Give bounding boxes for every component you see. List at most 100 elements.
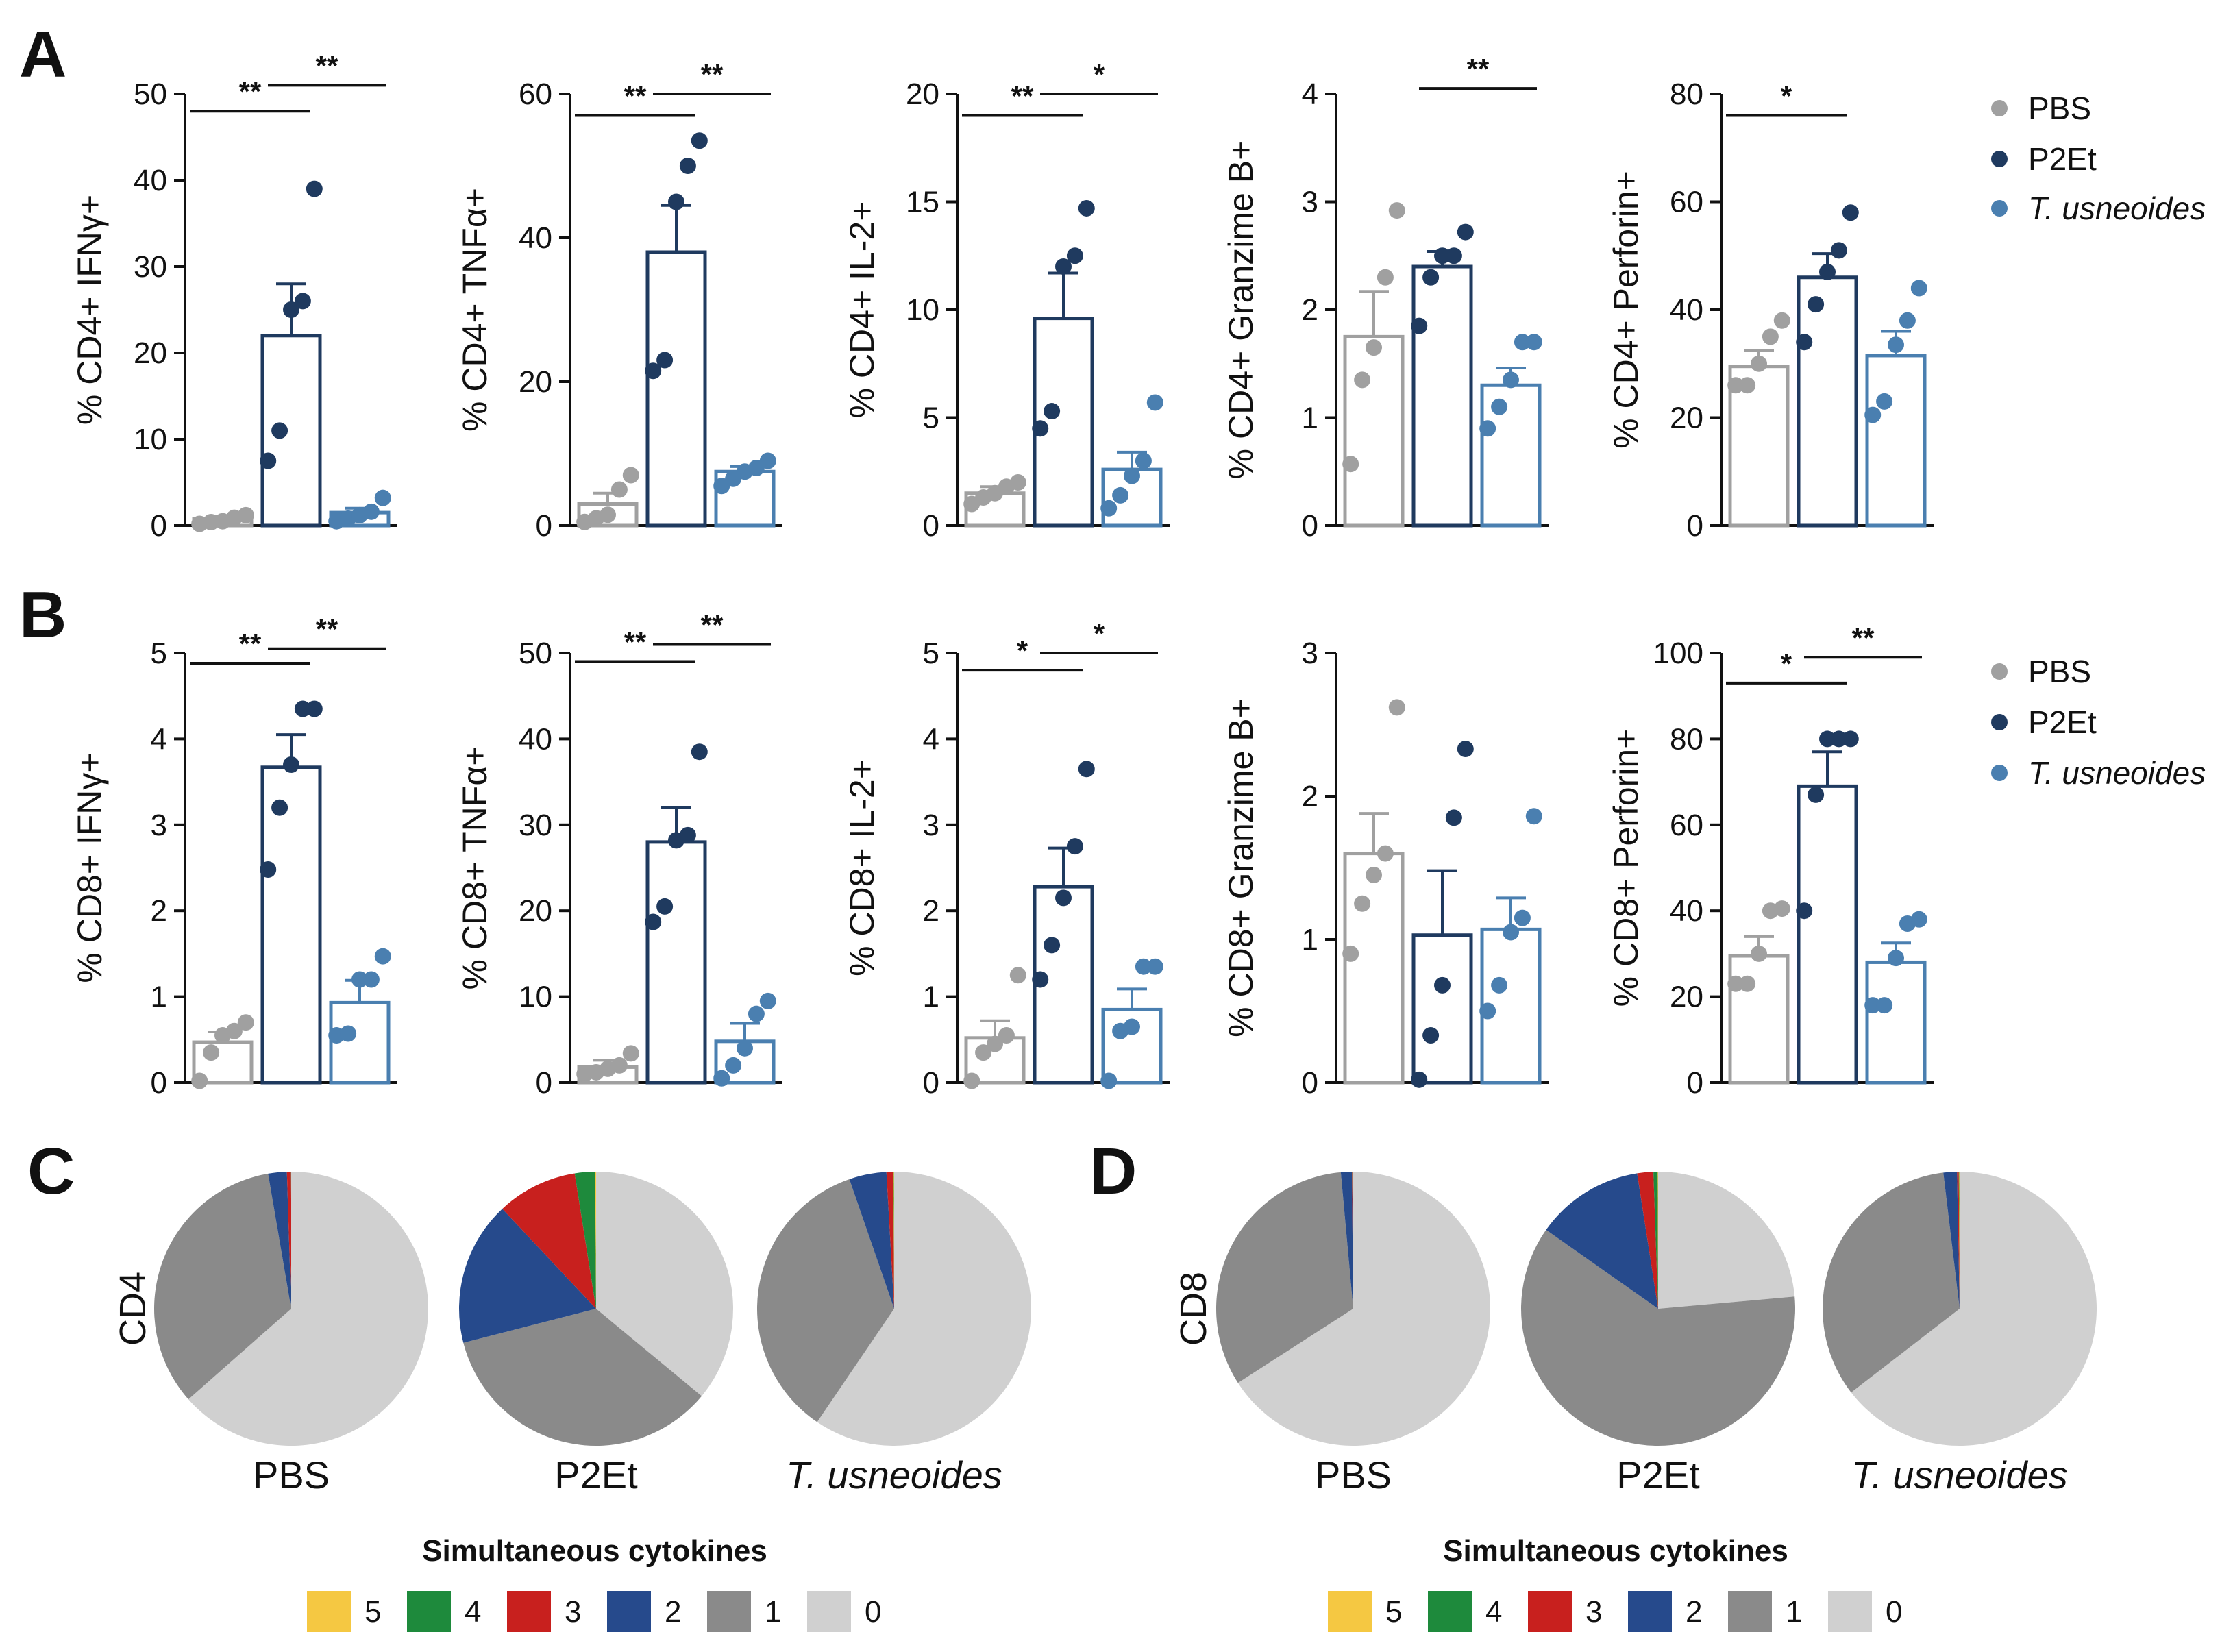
pie-slice-3 — [886, 1172, 894, 1309]
data-point — [1342, 945, 1359, 962]
pie-slice-0 — [1658, 1171, 1795, 1309]
pie-slice-3 — [502, 1173, 596, 1309]
data-point — [1434, 247, 1451, 264]
pie-slice-2 — [1943, 1172, 1960, 1309]
y-tick-label: 40 — [519, 722, 552, 756]
significance-label: * — [1781, 648, 1792, 680]
y-tick-label: 80 — [1670, 722, 1703, 756]
data-point — [362, 503, 380, 520]
legend-label-pbs: PBS — [2028, 654, 2091, 689]
cytokine-key-label: 5 — [365, 1595, 381, 1629]
data-point — [1112, 486, 1129, 504]
y-axis-label: % CD4+ Perforin+ — [1607, 171, 1645, 449]
data-point — [1796, 902, 1813, 920]
pie-slice-5 — [1959, 1172, 1960, 1309]
y-tick-label: 0 — [923, 1066, 939, 1100]
data-point — [713, 1070, 730, 1087]
panel-letter-d: D — [1089, 1135, 1137, 1208]
bar-p2et — [1411, 264, 1473, 528]
data-point — [1377, 269, 1394, 286]
bar-tusneoides — [1865, 354, 1927, 528]
y-tick-label: 0 — [1302, 509, 1318, 543]
bar-pbs — [1728, 954, 1790, 1085]
y-tick-label: 0 — [1687, 1066, 1703, 1100]
bar-tusneoides — [1480, 383, 1542, 528]
cytokine-key-label: 4 — [465, 1595, 481, 1629]
pie-slice-4 — [1958, 1172, 1960, 1309]
pie-panel-d: CD8 PBS P2Et T. usneoides — [1173, 1171, 2097, 1496]
data-point — [691, 743, 708, 761]
y-tick-label: 0 — [923, 509, 939, 543]
panel-letter-a: A — [19, 18, 66, 91]
significance-label: ** — [1852, 621, 1875, 654]
data-point — [1888, 336, 1904, 354]
data-point — [1808, 786, 1825, 803]
y-axis-label: % CD4+ IL-2+ — [843, 201, 881, 419]
data-point — [1388, 202, 1405, 219]
pie-slice-3 — [1957, 1172, 1960, 1309]
data-point — [1411, 317, 1428, 334]
data-point — [1354, 371, 1371, 389]
bar-tusneoides — [1865, 960, 1927, 1085]
y-tick-label: 5 — [151, 637, 167, 670]
y-tick-label: 80 — [1670, 77, 1703, 111]
pie-slice-5 — [1657, 1172, 1658, 1309]
legend-marker-p2et — [1991, 714, 2008, 730]
data-point — [1066, 838, 1083, 855]
pie-slice-1 — [1216, 1172, 1353, 1383]
y-axis-label: % CD4+ IFNγ+ — [71, 195, 109, 425]
data-point — [1388, 699, 1405, 716]
data-point — [1842, 204, 1859, 221]
y-tick-label: 40 — [134, 164, 167, 197]
bar-p2et — [645, 250, 707, 528]
data-point — [1876, 393, 1893, 410]
data-point — [1773, 312, 1790, 329]
y-tick-label: 4 — [923, 722, 939, 756]
pie-slice-4 — [893, 1172, 894, 1309]
y-axis-label: % CD8+ Granzime B+ — [1222, 698, 1260, 1037]
data-point — [306, 700, 323, 717]
data-point — [237, 506, 254, 523]
data-point — [1910, 280, 1927, 297]
data-point — [1124, 1018, 1140, 1035]
y-tick-label: 4 — [151, 722, 167, 756]
data-point — [1503, 924, 1519, 941]
data-point — [1422, 1027, 1440, 1044]
pie-group-label: PBS — [253, 1453, 330, 1496]
cytokine-key-label: 2 — [665, 1595, 681, 1629]
data-point — [283, 301, 299, 318]
y-tick-label: 0 — [151, 1066, 167, 1100]
y-tick-label: 1 — [151, 981, 167, 1014]
data-point — [1491, 398, 1508, 415]
significance-label: * — [1781, 80, 1792, 112]
significance-label: ** — [701, 58, 724, 90]
data-point — [1808, 296, 1825, 313]
pie-slice-2 — [849, 1172, 894, 1309]
pie-slice-1 — [463, 1309, 702, 1446]
y-tick-label: 0 — [1302, 1066, 1318, 1100]
cytokine-key-label: 3 — [1586, 1595, 1602, 1629]
cytokine-swatch-5 — [1328, 1591, 1372, 1632]
y-tick-label: 100 — [1653, 637, 1703, 670]
y-tick-label: 0 — [151, 509, 167, 543]
legend-label-tusneoides: T. usneoides — [2028, 755, 2206, 791]
data-point — [610, 1057, 628, 1074]
significance-label: ** — [624, 80, 647, 112]
data-point — [1762, 328, 1779, 345]
cytokine-swatch-4 — [407, 1591, 451, 1632]
significance-label: ** — [1467, 53, 1490, 85]
data-point — [260, 452, 277, 469]
data-point — [237, 1014, 254, 1031]
y-tick-label: 1 — [1302, 923, 1318, 957]
data-point — [1100, 1072, 1118, 1089]
y-tick-label: 20 — [134, 336, 167, 370]
bar-chart-b4: 0 1 2 3 % CD8+ Granzime B+ — [1222, 637, 1549, 1100]
pie-group-label: P2Et — [554, 1453, 638, 1496]
pie-group-label: P2Et — [1616, 1453, 1700, 1496]
y-tick-label: 40 — [519, 221, 552, 255]
cytokine-swatch-5 — [307, 1591, 351, 1632]
y-tick-label: 10 — [906, 293, 939, 327]
